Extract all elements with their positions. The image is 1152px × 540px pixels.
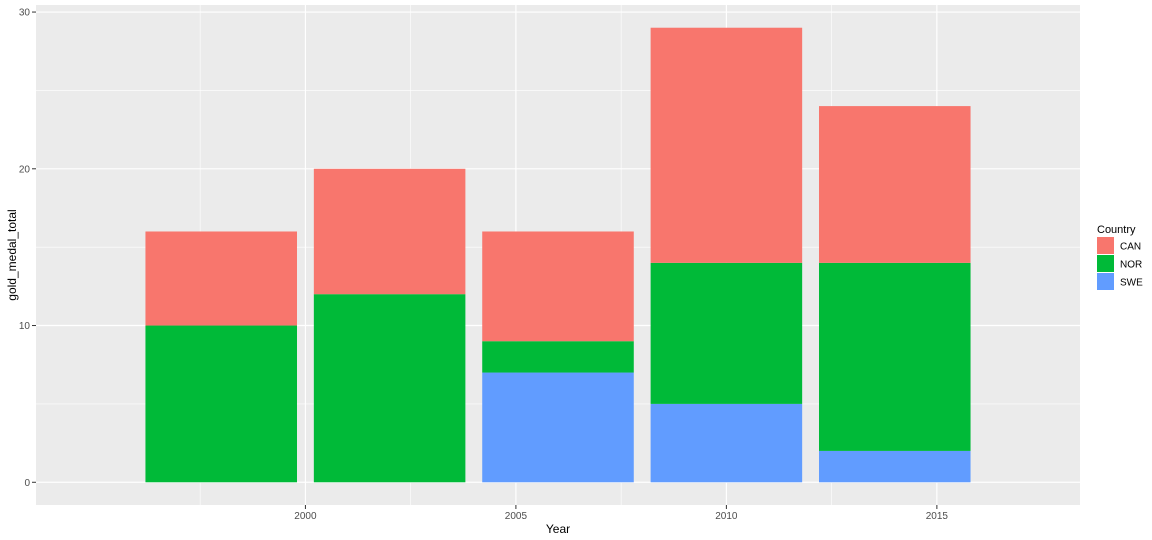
legend-label-swe: SWE xyxy=(1120,278,1143,289)
legend: Country CAN NOR SWE xyxy=(1097,224,1143,290)
x-tick-label: 2015 xyxy=(926,511,949,522)
y-tick-label: 20 xyxy=(19,164,31,175)
bar-nor-2014 xyxy=(819,262,971,451)
legend-label-nor: NOR xyxy=(1120,260,1142,271)
legend-label-can: CAN xyxy=(1120,242,1141,253)
bar-can-1998 xyxy=(145,231,297,326)
legend-title: Country xyxy=(1097,224,1136,236)
bar-nor-1998 xyxy=(145,325,297,483)
axis-ticks: 0 10 20 30 2000 2005 2010 2015 xyxy=(19,8,949,522)
x-tick-label: 2005 xyxy=(505,511,528,522)
bar-swe-2006 xyxy=(482,372,634,483)
y-tick-label: 30 xyxy=(19,8,31,19)
bar-can-2014 xyxy=(819,106,971,263)
x-axis-title: Year xyxy=(546,522,570,536)
y-tick-label: 0 xyxy=(24,478,30,489)
bar-can-2006 xyxy=(482,231,634,342)
y-tick-label: 10 xyxy=(19,321,31,332)
legend-key-can xyxy=(1097,237,1114,254)
x-tick-label: 2000 xyxy=(294,511,317,522)
bar-can-2002 xyxy=(313,168,466,295)
bar-nor-2006 xyxy=(482,341,634,373)
bar-swe-2010 xyxy=(650,403,803,483)
y-axis-title: gold_medal_total xyxy=(5,209,19,300)
x-tick-label: 2010 xyxy=(715,511,738,522)
bar-swe-2014 xyxy=(819,450,971,483)
legend-key-nor xyxy=(1097,255,1114,272)
legend-key-swe xyxy=(1097,273,1114,290)
bar-nor-2010 xyxy=(650,262,803,404)
bar-can-2010 xyxy=(650,27,803,263)
bar-nor-2002 xyxy=(313,294,466,483)
bars xyxy=(145,27,971,483)
